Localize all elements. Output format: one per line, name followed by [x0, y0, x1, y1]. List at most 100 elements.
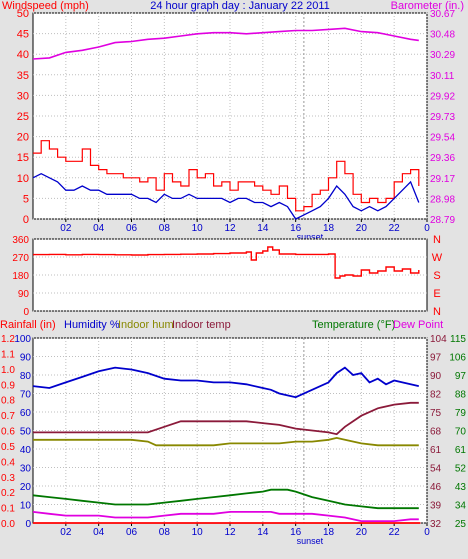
humidity-tick-label: 50 [20, 427, 32, 438]
barometer-tick-label: 30.11 [430, 71, 455, 82]
barometer-series-line [32, 27, 419, 60]
humidity-tick-label: 80 [20, 371, 32, 382]
wind-series-line [32, 172, 420, 220]
indoor-temp-tick-label: 39 [430, 501, 442, 512]
legend-dew-point: Dew Point [393, 319, 444, 331]
indoor-temp-tick-label: 82 [430, 390, 442, 401]
barometer-tick-label: 29.54 [430, 133, 455, 144]
temperature-tick-label: 88 [455, 390, 467, 401]
x-tick-label: 06 [126, 223, 138, 234]
panel-wind-barometer-plot: 0 5 10 15 20 25 30 35 40 45 50 28.79 28.98 29.17 29.36… [17, 8, 456, 242]
wind-tick-label: 30 [17, 90, 29, 102]
barometer-axis-label: Barometer (in.) [390, 0, 464, 12]
wind-tick-label: 50 [17, 8, 29, 20]
direction-tick-label: 180 [12, 271, 29, 282]
temperature-series-line [32, 488, 419, 510]
x-tick-label: 16 [290, 223, 302, 234]
barometer-tick-label: 28.79 [430, 215, 455, 226]
x-tick-label: 04 [93, 527, 105, 538]
rain-tick-label: 0.4 [1, 457, 15, 468]
humidity-tick-label: 60 [20, 408, 32, 419]
sunset-marker-label: sunset [297, 232, 324, 242]
temperature-tick-label: 25 [455, 519, 467, 530]
x-tick-label: 04 [93, 223, 105, 234]
x-tick-label: 10 [192, 527, 204, 538]
legend-temperature: Temperature (°F) [312, 319, 396, 331]
wind-tick-label: 35 [17, 70, 29, 82]
compass-label: N [433, 234, 441, 246]
barometer-tick-label: 29.17 [430, 174, 455, 185]
temperature-tick-label: 115 [450, 334, 466, 345]
indoor-hum-series-line [33, 436, 419, 447]
compass-label: S [433, 270, 440, 282]
barometer-tick-label: 30.29 [430, 50, 455, 61]
wind-tick-label: 40 [17, 49, 29, 61]
direction-tick-label: 0 [23, 307, 29, 318]
rain-tick-label: 0.2 [1, 488, 15, 499]
temperature-tick-label: 79 [455, 408, 467, 419]
barometer-tick-label: 28.98 [430, 194, 455, 205]
x-tick-label: 02 [60, 223, 72, 234]
rain-tick-label: 0.9 [1, 380, 15, 391]
legend-indoor-temp: Indoor temp [172, 319, 231, 331]
x-tick-label: 14 [257, 223, 269, 234]
humidity-tick-label: 100 [14, 334, 31, 345]
barometer-tick-label: 29.92 [430, 91, 455, 102]
x-tick-label: 18 [323, 223, 335, 234]
direction-tick-label: 270 [12, 253, 29, 264]
x-tick-label: 20 [356, 223, 368, 234]
rain-tick-label: 0.5 [1, 442, 15, 453]
temperature-tick-label: 34 [455, 501, 467, 512]
x-tick-label: 22 [389, 527, 401, 538]
humidity-tick-label: 40 [20, 445, 32, 456]
wind-tick-label: 15 [17, 152, 29, 164]
x-tick-label: 06 [126, 527, 138, 538]
humidity-tick-label: 10 [20, 501, 32, 512]
rain-tick-label: 0.1 [1, 504, 15, 515]
sunset-marker-label: sunset [297, 536, 324, 546]
x-tick-label: 12 [224, 223, 236, 234]
wind-tick-label: 45 [17, 29, 29, 41]
indoor-temp-tick-label: 104 [430, 334, 447, 345]
gust-series-line [33, 140, 420, 212]
x-tick-label: 22 [389, 223, 401, 234]
indoor-temp-tick-label: 54 [430, 464, 442, 475]
humidity-tick-label: 70 [20, 390, 32, 401]
temperature-tick-label: 43 [455, 482, 467, 493]
rain-tick-label: 0.7 [1, 411, 15, 422]
humidity-series-line [32, 366, 419, 399]
rain-tick-label: 1.1 [1, 349, 15, 360]
panel-climate-plot: 01020304050607080901000.00.10.20.30.40.5… [1, 334, 466, 546]
indoor-temp-series-line [33, 401, 419, 436]
humidity-tick-label: 0 [25, 519, 31, 530]
wind-tick-label: 20 [17, 132, 29, 144]
barometer-tick-label: 29.73 [430, 112, 455, 123]
temperature-tick-label: 97 [455, 371, 467, 382]
rain-tick-label: 0.3 [1, 473, 15, 484]
x-tick-label: 14 [257, 527, 269, 538]
humidity-tick-label: 20 [20, 482, 32, 493]
compass-label: N [433, 306, 441, 318]
temperature-tick-label: 61 [455, 445, 467, 456]
x-tick-label: 20 [356, 527, 368, 538]
x-tick-label: 08 [159, 223, 171, 234]
wind-tick-label: 0 [23, 214, 29, 226]
x-tick-label: 02 [60, 527, 72, 538]
barometer-tick-label: 29.36 [430, 153, 455, 164]
x-tick-label: 08 [159, 527, 171, 538]
compass-label: E [433, 288, 440, 300]
indoor-temp-tick-label: 97 [430, 353, 442, 364]
x-tick-label: 10 [192, 223, 204, 234]
wind-tick-label: 5 [23, 193, 29, 205]
temperature-tick-label: 52 [455, 464, 467, 475]
indoor-temp-tick-label: 75 [430, 408, 442, 419]
chart-title: 24 hour graph day : January 22 2011 [150, 0, 330, 12]
temperature-tick-label: 70 [455, 427, 467, 438]
humidity-tick-label: 90 [20, 353, 32, 364]
x-tick-label: 16 [290, 527, 302, 538]
rain-tick-label: 0.6 [1, 427, 15, 438]
humidity-tick-label: 30 [20, 464, 32, 475]
